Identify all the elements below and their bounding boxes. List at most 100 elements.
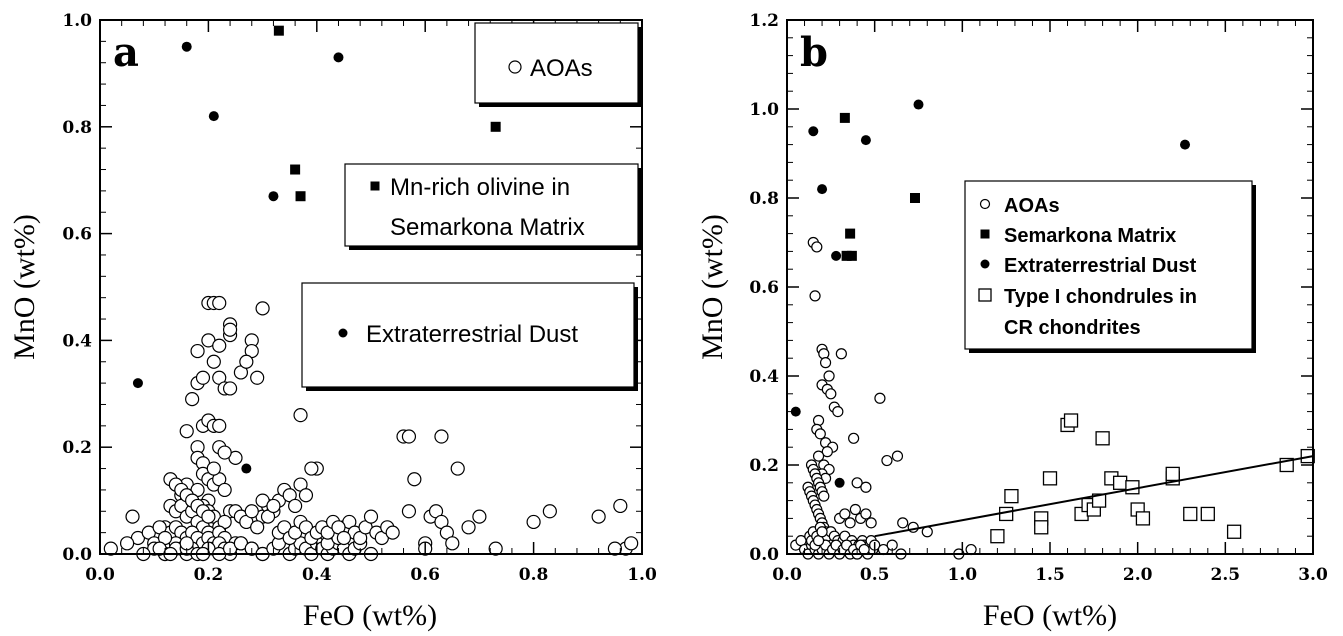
y-tick-label: 0.6 (749, 278, 779, 298)
data-point (450, 461, 465, 476)
data-point (825, 388, 837, 400)
x-tick-label: 1.5 (1035, 565, 1065, 585)
legend-marker (370, 181, 380, 191)
x-tick-label: 2.5 (1211, 565, 1241, 585)
y-tick-label: 0.4 (62, 331, 92, 351)
data-point (844, 517, 856, 529)
data-point (819, 357, 832, 369)
data-point (201, 509, 216, 524)
data-point (591, 509, 606, 524)
data-point (217, 445, 232, 460)
panel-label: a (113, 29, 139, 76)
x-tick-label: 3.0 (1298, 565, 1328, 585)
data-point (212, 338, 227, 353)
data-point (818, 490, 830, 502)
data-point (860, 135, 871, 146)
x-tick-label: 0.4 (302, 565, 332, 585)
data-point (913, 99, 924, 110)
data-point (125, 509, 140, 524)
x-tick-label: 0.8 (519, 565, 549, 585)
data-point (472, 509, 487, 524)
legend-label: Semarkona Matrix (1004, 225, 1176, 247)
data-point (851, 477, 863, 489)
data-point (818, 348, 830, 360)
legend-label: Type I chondrules in (1004, 286, 1197, 308)
data-point (288, 498, 303, 514)
data-point (811, 241, 823, 253)
data-point (488, 541, 503, 556)
data-point (190, 343, 205, 359)
data-point (385, 525, 400, 540)
x-tick-label: 0.2 (194, 565, 224, 585)
data-point (909, 193, 920, 203)
data-point (848, 432, 860, 444)
data-point (295, 191, 306, 202)
data-point (250, 520, 265, 535)
data-point (293, 408, 308, 423)
trend-line (874, 455, 1314, 538)
legend-box (474, 22, 639, 104)
x-axis-title: FeO (wt%) (303, 599, 437, 632)
y-tick-label: 1.2 (749, 11, 779, 31)
y-tick-label: 0.0 (749, 545, 779, 565)
data-point (845, 228, 856, 239)
panel-a-chart: 0.0 0.2 0.4 0.6 0.8 1.0 0.0 0.2 0.4 0.6 0.8 1.0 FeO … (8, 11, 657, 632)
data-point (607, 541, 623, 556)
legend-marker (980, 259, 990, 269)
data-point (119, 536, 135, 551)
plot-frame (99, 19, 643, 555)
data-point (461, 520, 476, 535)
data-point (816, 526, 828, 538)
data-point (445, 536, 460, 551)
x-tick-label: 0.6 (410, 565, 440, 585)
x-tick-label: 0.5 (860, 565, 890, 585)
data-point (333, 52, 344, 63)
legend-label: AOAs (1004, 195, 1060, 217)
data-point (990, 529, 1005, 544)
data-point (812, 450, 825, 462)
legend-marker (508, 60, 522, 74)
data-point (266, 498, 281, 514)
data-point (841, 250, 852, 261)
legend-label: Mn-rich olivine in (390, 174, 570, 201)
data-point (239, 354, 254, 369)
data-point (103, 541, 118, 556)
legend-marker (978, 288, 992, 302)
panel-b-chart: 0.0 0.5 1.0 1.5 2.0 2.5 3.0 0.0 0.2 0.4 0.6 0.8 1.0 1… (696, 11, 1328, 632)
data-point (179, 424, 194, 439)
legend-label: Semarkona Matrix (390, 214, 585, 241)
y-tick-label: 0.6 (62, 225, 92, 245)
data-point (881, 454, 893, 467)
data-point (268, 191, 279, 202)
data-point (846, 250, 857, 261)
data-point (808, 126, 819, 137)
y-tick-label: 0.2 (62, 438, 92, 458)
data-point (1095, 431, 1110, 446)
data-point (212, 295, 227, 311)
data-point (244, 504, 259, 519)
data-point (821, 446, 833, 458)
data-point (1125, 480, 1140, 495)
data-point (206, 461, 221, 476)
data-point (208, 111, 219, 122)
legend-marker (979, 198, 991, 210)
y-tick-label: 0.4 (749, 367, 779, 387)
y-tick-label: 1.0 (749, 100, 779, 120)
data-point (860, 481, 872, 493)
legend-label: CR chondrites (1004, 317, 1141, 339)
data-point (865, 517, 877, 529)
data-point (363, 509, 379, 524)
data-point (222, 381, 238, 396)
data-point (542, 504, 557, 519)
data-point (809, 290, 821, 302)
data-point (179, 536, 194, 551)
data-point (212, 418, 227, 433)
x-tick-label: 1.0 (627, 565, 657, 585)
data-point (206, 354, 221, 369)
data-point (290, 164, 301, 175)
data-point (407, 472, 422, 487)
data-point (526, 514, 541, 530)
legend-marker (338, 328, 348, 338)
y-tick-label: 1.0 (62, 11, 92, 31)
